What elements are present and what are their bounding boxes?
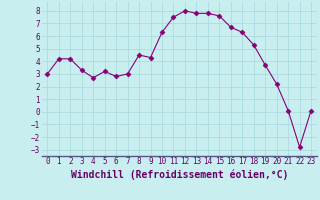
X-axis label: Windchill (Refroidissement éolien,°C): Windchill (Refroidissement éolien,°C) [70, 169, 288, 180]
